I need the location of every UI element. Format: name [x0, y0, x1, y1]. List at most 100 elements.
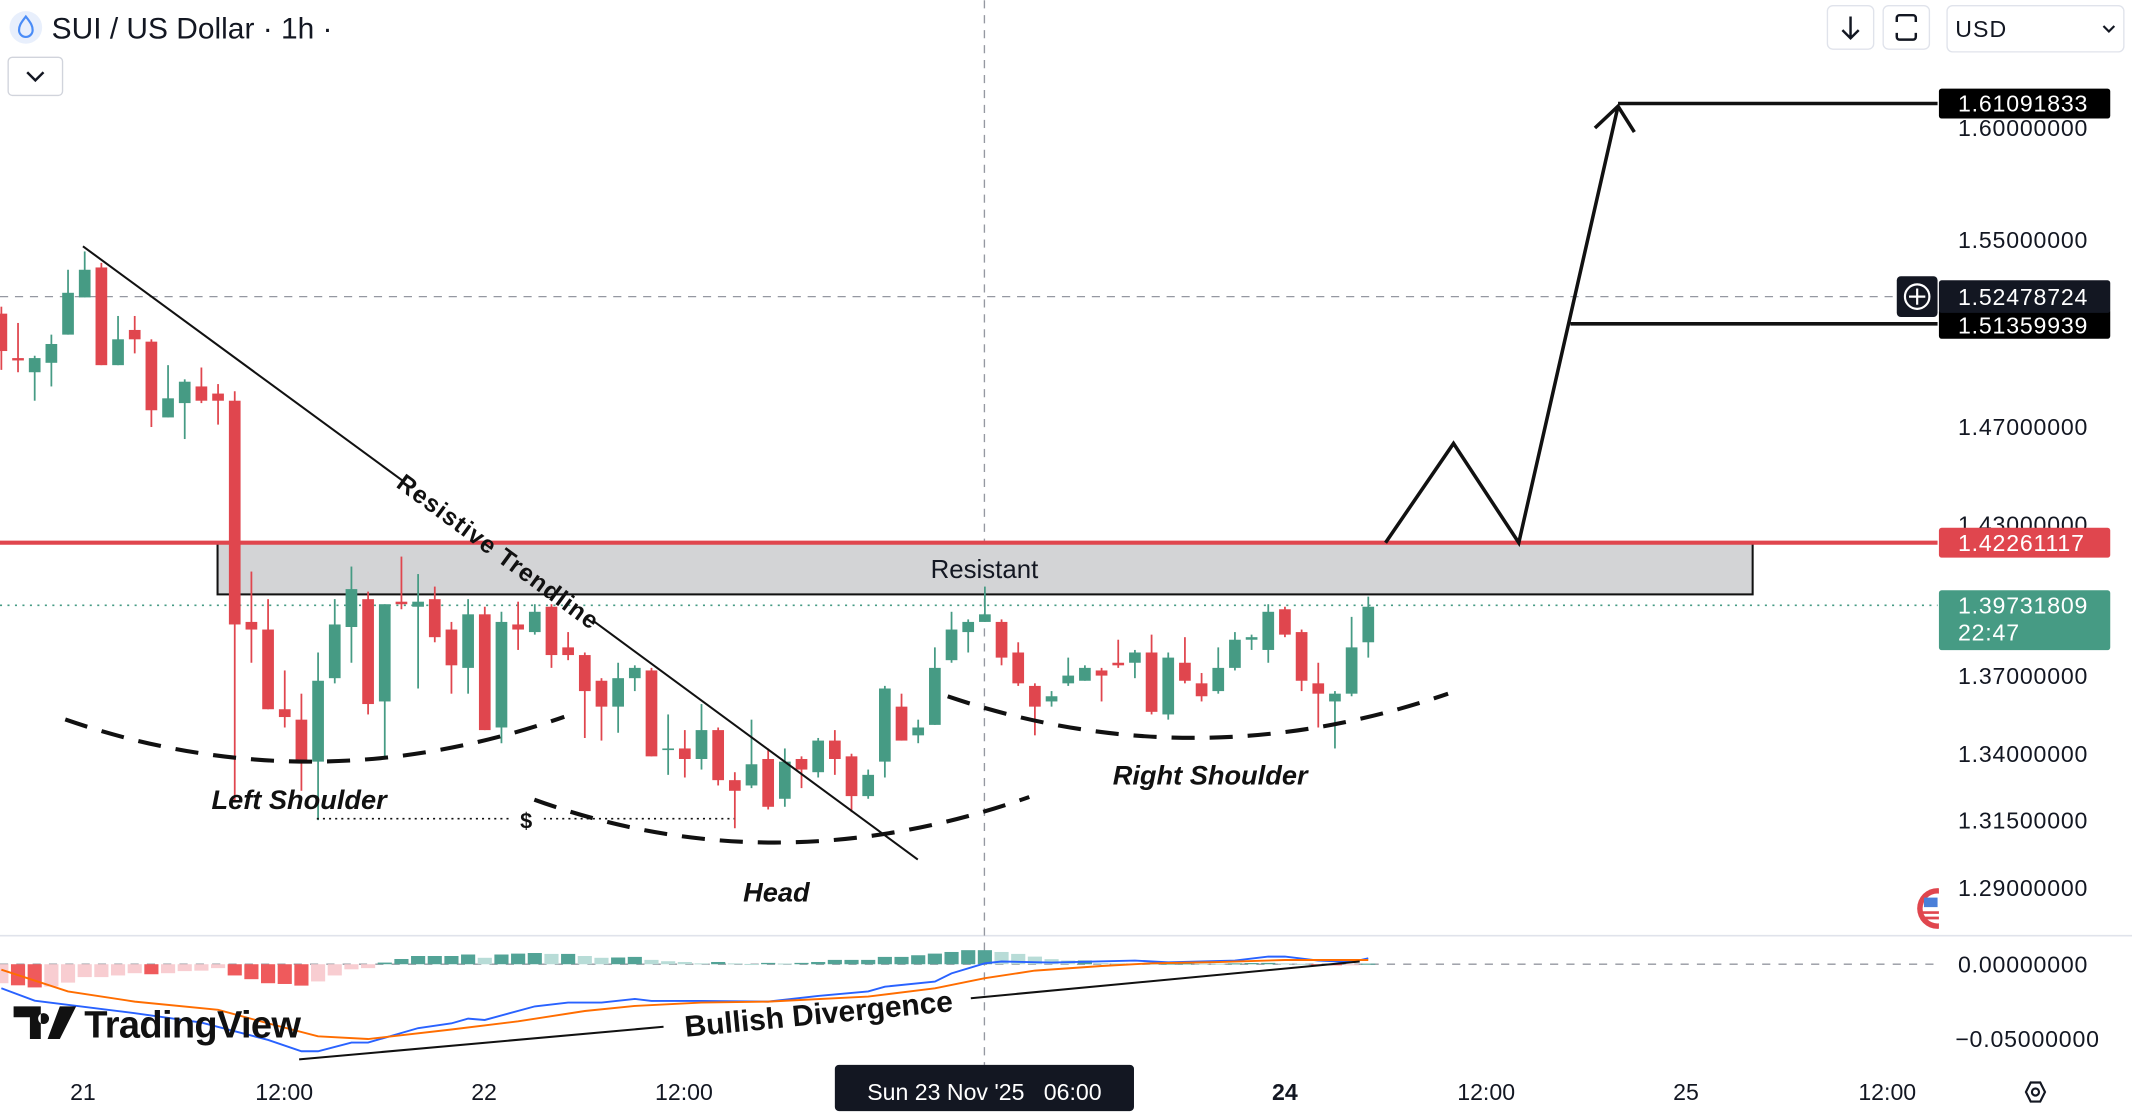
candle — [829, 730, 841, 775]
candle — [312, 652, 324, 821]
candle-body — [112, 339, 124, 366]
macd-axis[interactable]: 0.00000000 −0.05000000 — [1955, 951, 2100, 1052]
candle — [778, 748, 791, 807]
candle-body — [95, 267, 108, 366]
macd-histogram-bar — [110, 964, 126, 976]
breakout-price-label: 1.51359939 — [1938, 308, 2111, 339]
candles — [0, 251, 1375, 829]
candle — [979, 586, 991, 622]
macd-histogram-bar — [461, 954, 476, 965]
candle-body — [595, 680, 608, 707]
candle-body — [495, 621, 508, 728]
macd-tick: −0.05000000 — [1955, 1026, 2100, 1052]
projection-path[interactable] — [1384, 105, 1620, 548]
crosshair-price-text: 1.52478724 — [1958, 284, 2088, 310]
candle — [1195, 673, 1208, 702]
resistant-zone-label: Resistant — [931, 556, 1039, 584]
candle — [545, 604, 558, 668]
candle — [245, 571, 258, 663]
macd-histogram-bar — [477, 957, 492, 965]
download-button[interactable] — [1826, 4, 1875, 50]
candle-body — [1245, 637, 1258, 640]
tradingview-logo[interactable]: TradingView — [13, 1005, 302, 1047]
candle — [378, 604, 391, 759]
candle — [995, 619, 1008, 666]
macd-histogram-bar — [611, 957, 626, 965]
chart-settings-button[interactable] — [2024, 1081, 2047, 1103]
candle — [862, 769, 875, 799]
divergence-line[interactable] — [299, 1025, 664, 1061]
currency-select[interactable]: USD — [1946, 4, 2125, 53]
time-axis[interactable]: 21 12:00 22 12:00 24 12:00 25 12:00 — [70, 1079, 1916, 1105]
candle — [945, 611, 958, 663]
candle — [1295, 629, 1308, 692]
candle — [1279, 606, 1291, 638]
divergence-line[interactable] — [970, 960, 1360, 1000]
macd-histogram-bar — [661, 961, 676, 965]
candle-body — [1162, 657, 1175, 715]
macd-histogram-bar — [861, 959, 876, 965]
symbol-title: SUI / US Dollar · 1h · — [52, 12, 333, 45]
candle-body — [1212, 667, 1225, 692]
macd-histogram-bar — [277, 964, 292, 984]
price-axis[interactable]: 1.600000001.550000001.470000001.43000000… — [1958, 115, 2088, 833]
crosshair-time-text: Sun 23 Nov '25 06:00 — [867, 1079, 1101, 1105]
macd-histogram-bar — [727, 963, 742, 965]
candle-body — [1112, 662, 1125, 666]
add-alert-button[interactable] — [1896, 276, 1938, 318]
candle-body — [1079, 667, 1091, 681]
candle — [62, 269, 74, 335]
candle-body — [478, 614, 491, 731]
left-shoulder-label: Left Shoulder — [212, 784, 389, 815]
gear-icon — [2024, 1081, 2047, 1103]
candle-body — [278, 709, 291, 718]
candle-body — [462, 614, 474, 668]
right-shoulder-arc[interactable] — [947, 691, 1449, 740]
candle — [1179, 637, 1191, 684]
candle-body — [45, 343, 58, 363]
signal-line — [1, 959, 1369, 1040]
left-shoulder-arc[interactable] — [64, 714, 565, 764]
candle — [328, 599, 341, 684]
candle — [728, 772, 741, 829]
candle-body — [545, 606, 558, 656]
macd-histogram-bar — [627, 956, 642, 965]
candle-body — [262, 629, 274, 710]
candle-body — [762, 758, 775, 807]
macd-histogram-bar — [844, 959, 859, 965]
candle — [645, 667, 658, 757]
macd-histogram-bar — [927, 953, 942, 965]
resistive-trendline[interactable] — [82, 245, 405, 483]
candle-body — [1262, 611, 1275, 650]
candle — [445, 621, 458, 694]
macd-histogram-bar — [160, 964, 176, 974]
price-tick: 1.60000000 — [1958, 115, 2088, 141]
candle-body — [812, 740, 825, 773]
time-tick: 12:00 — [1457, 1079, 1515, 1105]
resistive-trendline[interactable] — [593, 620, 919, 861]
currency-value: USD — [1955, 16, 2007, 42]
candle — [612, 662, 624, 733]
symbol-header[interactable]: SUI / US Dollar · 1h · — [9, 11, 333, 45]
head-arc[interactable] — [533, 795, 1030, 845]
macd-histogram-bar — [1211, 963, 1226, 965]
resistant-zone[interactable] — [216, 541, 1754, 596]
candle-body — [1312, 683, 1325, 694]
macd-histogram-bar — [94, 964, 109, 978]
candle-body — [0, 313, 8, 352]
macd-histogram-bar — [1194, 963, 1209, 965]
candle — [1345, 616, 1358, 697]
candle-body — [445, 629, 458, 666]
candle-body — [78, 269, 91, 298]
candle-body — [1179, 662, 1191, 681]
candle-body — [712, 730, 725, 781]
price-tick: 1.31500000 — [1958, 807, 2088, 833]
macd-histogram-bar — [77, 964, 92, 978]
candle — [1129, 649, 1141, 679]
candle — [712, 727, 725, 786]
candle-body — [745, 764, 758, 786]
fullscreen-button[interactable] — [1882, 4, 1931, 50]
candle — [962, 619, 975, 653]
collapse-legend-button[interactable] — [7, 56, 64, 97]
